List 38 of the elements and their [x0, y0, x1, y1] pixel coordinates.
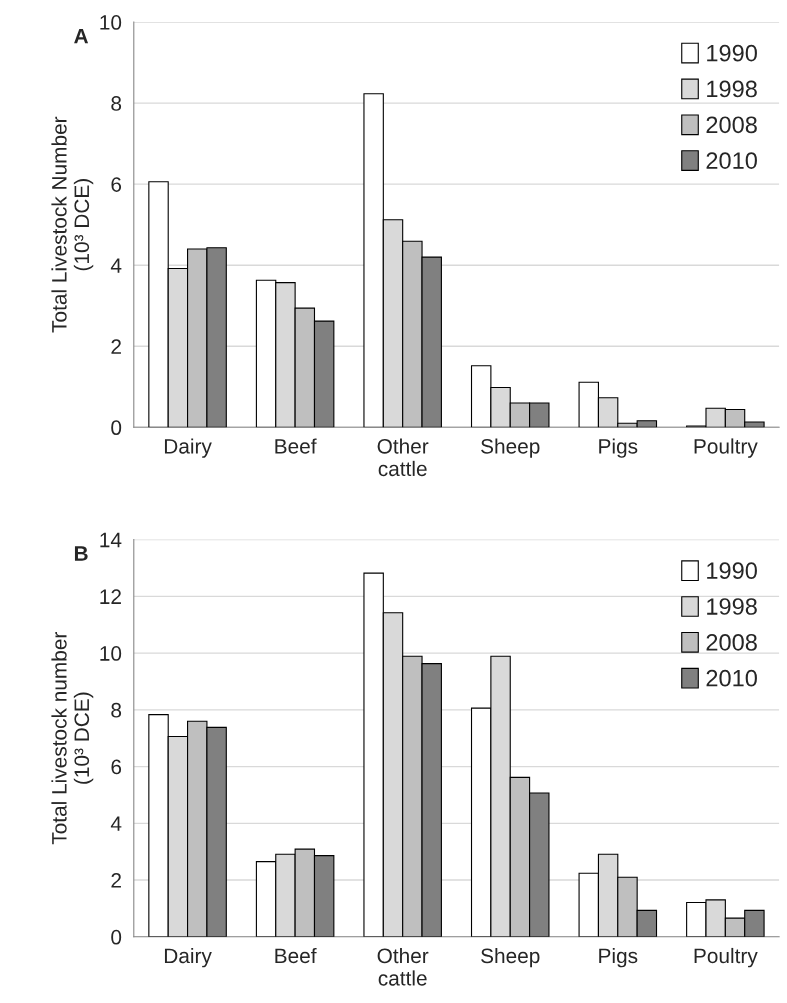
y-tick-label: 6	[111, 759, 122, 775]
legend-label: 2010	[706, 669, 757, 687]
legend-label: 1998	[707, 598, 757, 615]
x-tick-label: Dairy	[164, 438, 212, 458]
y-tick-label: 10	[100, 646, 122, 661]
y-tick-label: 4	[110, 816, 122, 831]
x-tick-label: Sheep	[481, 947, 540, 968]
y-tick-label: 0	[111, 420, 122, 436]
y-tick-label: 12	[100, 589, 121, 604]
y-axis-title: Total Livestock Number (10³ DCE)	[51, 116, 94, 333]
legend-label: 2008	[706, 116, 757, 134]
x-tick-label: Other cattle	[377, 947, 429, 986]
x-tick-label: Sheep	[481, 438, 540, 458]
chart-title: A	[74, 28, 89, 44]
y-tick-label: 10	[100, 15, 122, 30]
x-tick-label: Pigs	[599, 947, 638, 968]
x-tick-label: Beef	[275, 947, 317, 964]
legend-label: 1998	[707, 80, 757, 98]
legend-label: 2010	[706, 152, 757, 169]
x-tick-label: Poultry	[694, 438, 758, 458]
legend-label: 1990	[707, 562, 757, 580]
y-tick-label: 14	[100, 532, 122, 548]
x-tick-label: Other cattle	[377, 438, 429, 477]
x-tick-label: Dairy	[164, 947, 212, 968]
x-tick-label: Beef	[275, 438, 317, 454]
legend-label: 2008	[706, 633, 757, 651]
y-tick-label: 6	[111, 177, 122, 192]
y-tick-label: 4	[110, 258, 122, 273]
y-tick-label: 2	[111, 339, 121, 354]
x-tick-label: Poultry	[694, 947, 758, 968]
y-tick-label: 0	[111, 929, 122, 945]
y-tick-label: 2	[111, 873, 121, 888]
y-tick-label: 8	[111, 702, 122, 718]
legend-label: 1990	[707, 44, 757, 62]
y-axis-title: Total Livestock number (10³ DCE)	[51, 632, 94, 845]
x-tick-label: Pigs	[599, 438, 638, 458]
y-tick-label: 8	[111, 96, 122, 111]
chart-title: B	[74, 546, 88, 561]
